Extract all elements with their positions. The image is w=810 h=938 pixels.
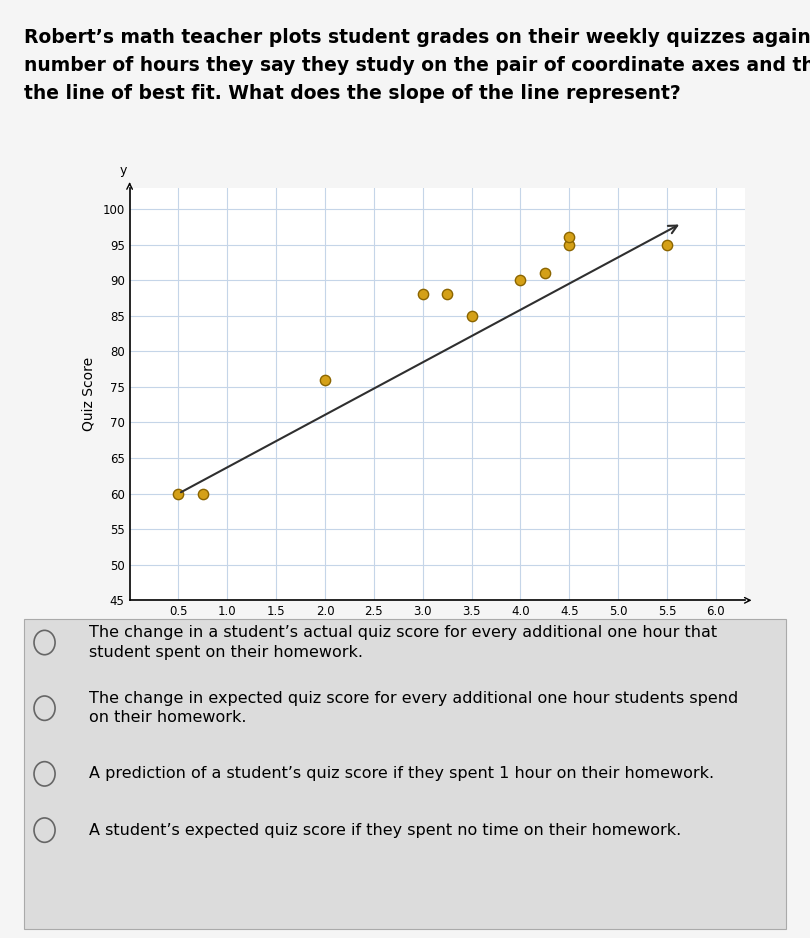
Point	[514, 273, 527, 288]
Text: A student’s expected quiz score if they spent no time on their homework.: A student’s expected quiz score if they …	[89, 823, 681, 838]
Point	[441, 287, 454, 302]
Text: The change in a student’s actual quiz score for every additional one hour that
s: The change in a student’s actual quiz sc…	[89, 626, 717, 659]
Point	[563, 237, 576, 252]
Text: x: x	[752, 617, 759, 629]
X-axis label: Time Spent on Homework per Week (hours): Time Spent on Homework per Week (hours)	[286, 625, 589, 639]
Point	[172, 486, 185, 501]
Point	[416, 287, 429, 302]
Text: The change in expected quiz score for every additional one hour students spend
o: The change in expected quiz score for ev…	[89, 691, 739, 725]
Text: y: y	[119, 164, 126, 177]
Point	[196, 486, 209, 501]
Point	[465, 309, 478, 324]
Point	[539, 265, 552, 280]
Text: Robert’s math teacher plots student grades on their weekly quizzes against the
n: Robert’s math teacher plots student grad…	[24, 28, 810, 103]
Point	[563, 230, 576, 245]
Y-axis label: Quiz Score: Quiz Score	[82, 356, 96, 431]
Point	[318, 372, 331, 387]
Text: A prediction of a student’s quiz score if they spent 1 hour on their homework.: A prediction of a student’s quiz score i…	[89, 766, 714, 781]
Point	[660, 237, 673, 252]
